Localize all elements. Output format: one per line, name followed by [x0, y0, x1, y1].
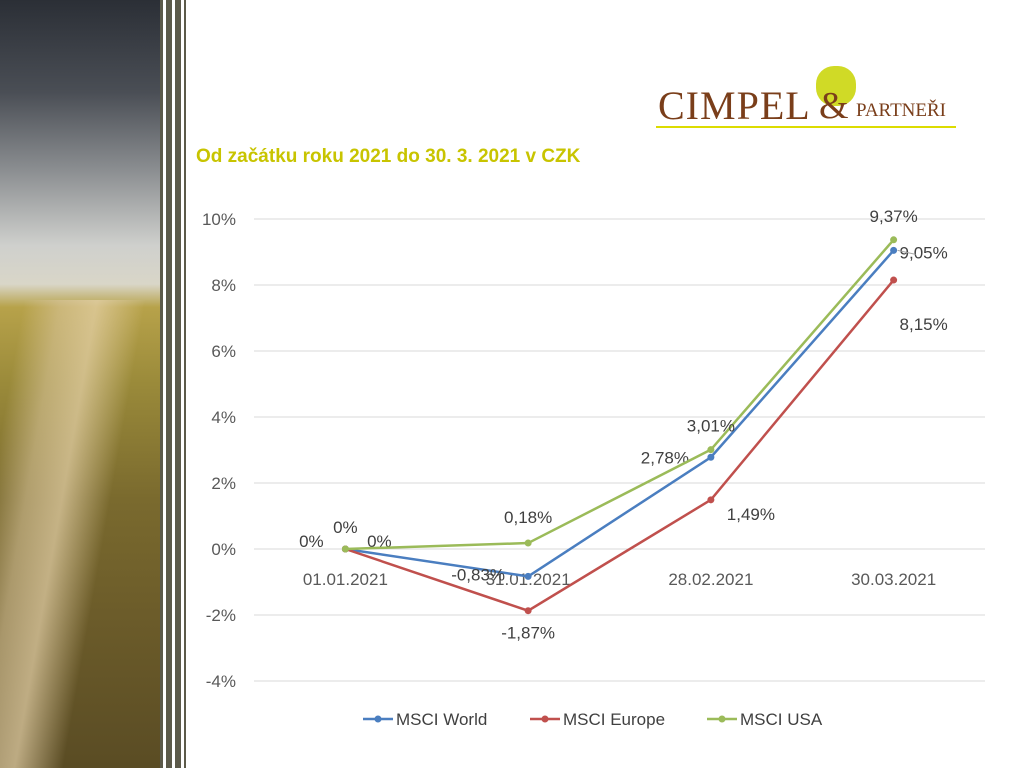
data-label: 0% [367, 532, 392, 551]
y-tick-label: 10% [202, 210, 236, 229]
series-line-msci-usa [345, 238, 895, 551]
legend-marker [541, 715, 549, 723]
legend-marker [718, 715, 726, 723]
logo-amp: & [819, 85, 849, 127]
y-tick-label: 6% [211, 342, 236, 361]
landscape-photo [0, 0, 160, 768]
logo-text: CIMPEL [658, 83, 811, 128]
x-tick-label: 30.03.2021 [851, 570, 936, 589]
data-point [524, 607, 532, 615]
dirt-path [0, 300, 160, 768]
y-tick-label: 2% [211, 474, 236, 493]
data-label: 2,78% [641, 448, 689, 467]
divider-stripe [181, 0, 184, 768]
legend-marker [374, 715, 382, 723]
y-tick-label: -2% [206, 606, 236, 625]
data-label: -0,83% [451, 565, 505, 584]
legend-label: MSCI Europe [563, 710, 665, 729]
data-point [524, 572, 532, 580]
data-label: 3,01% [687, 417, 735, 436]
chart-title: Od začátku roku 2021 do 30. 3. 2021 v CZ… [196, 146, 581, 167]
y-tick-label: 0% [211, 540, 236, 559]
leader-line [897, 249, 916, 255]
data-label: 1,49% [727, 505, 775, 524]
data-label: 8,15% [900, 315, 948, 334]
logo-underline [656, 126, 956, 128]
data-label: -1,87% [501, 624, 555, 643]
data-label: 0% [299, 532, 324, 551]
divider-stripe [172, 0, 175, 768]
data-label: 0% [333, 518, 358, 537]
content-background [186, 0, 1019, 768]
series-line-msci-europe [344, 279, 895, 613]
logo-sub: PARTNEŘI [856, 100, 947, 121]
x-tick-label: 28.02.2021 [668, 570, 753, 589]
data-point [890, 276, 898, 284]
data-point [707, 453, 715, 461]
y-tick-label: 4% [211, 408, 236, 427]
y-tick-label: -4% [206, 672, 236, 691]
legend-label: MSCI World [396, 710, 487, 729]
data-point [524, 539, 532, 547]
x-tick-label: 01.01.2021 [303, 570, 388, 589]
divider-stripe [163, 0, 166, 768]
data-label: 9,05% [900, 243, 948, 262]
data-label: 0,18% [504, 508, 552, 527]
data-point [341, 545, 349, 553]
company-logo: CIMPEL & PARTNEŘI [656, 66, 961, 128]
data-point [707, 496, 715, 504]
legend-label: MSCI USA [740, 710, 823, 729]
data-point [890, 236, 898, 244]
data-point [890, 246, 898, 254]
y-tick-label: 8% [211, 276, 236, 295]
data-point [707, 446, 715, 454]
series-line-msci-world [345, 249, 895, 578]
logo-leaf-icon [816, 66, 856, 106]
data-label: 9,37% [870, 207, 918, 226]
